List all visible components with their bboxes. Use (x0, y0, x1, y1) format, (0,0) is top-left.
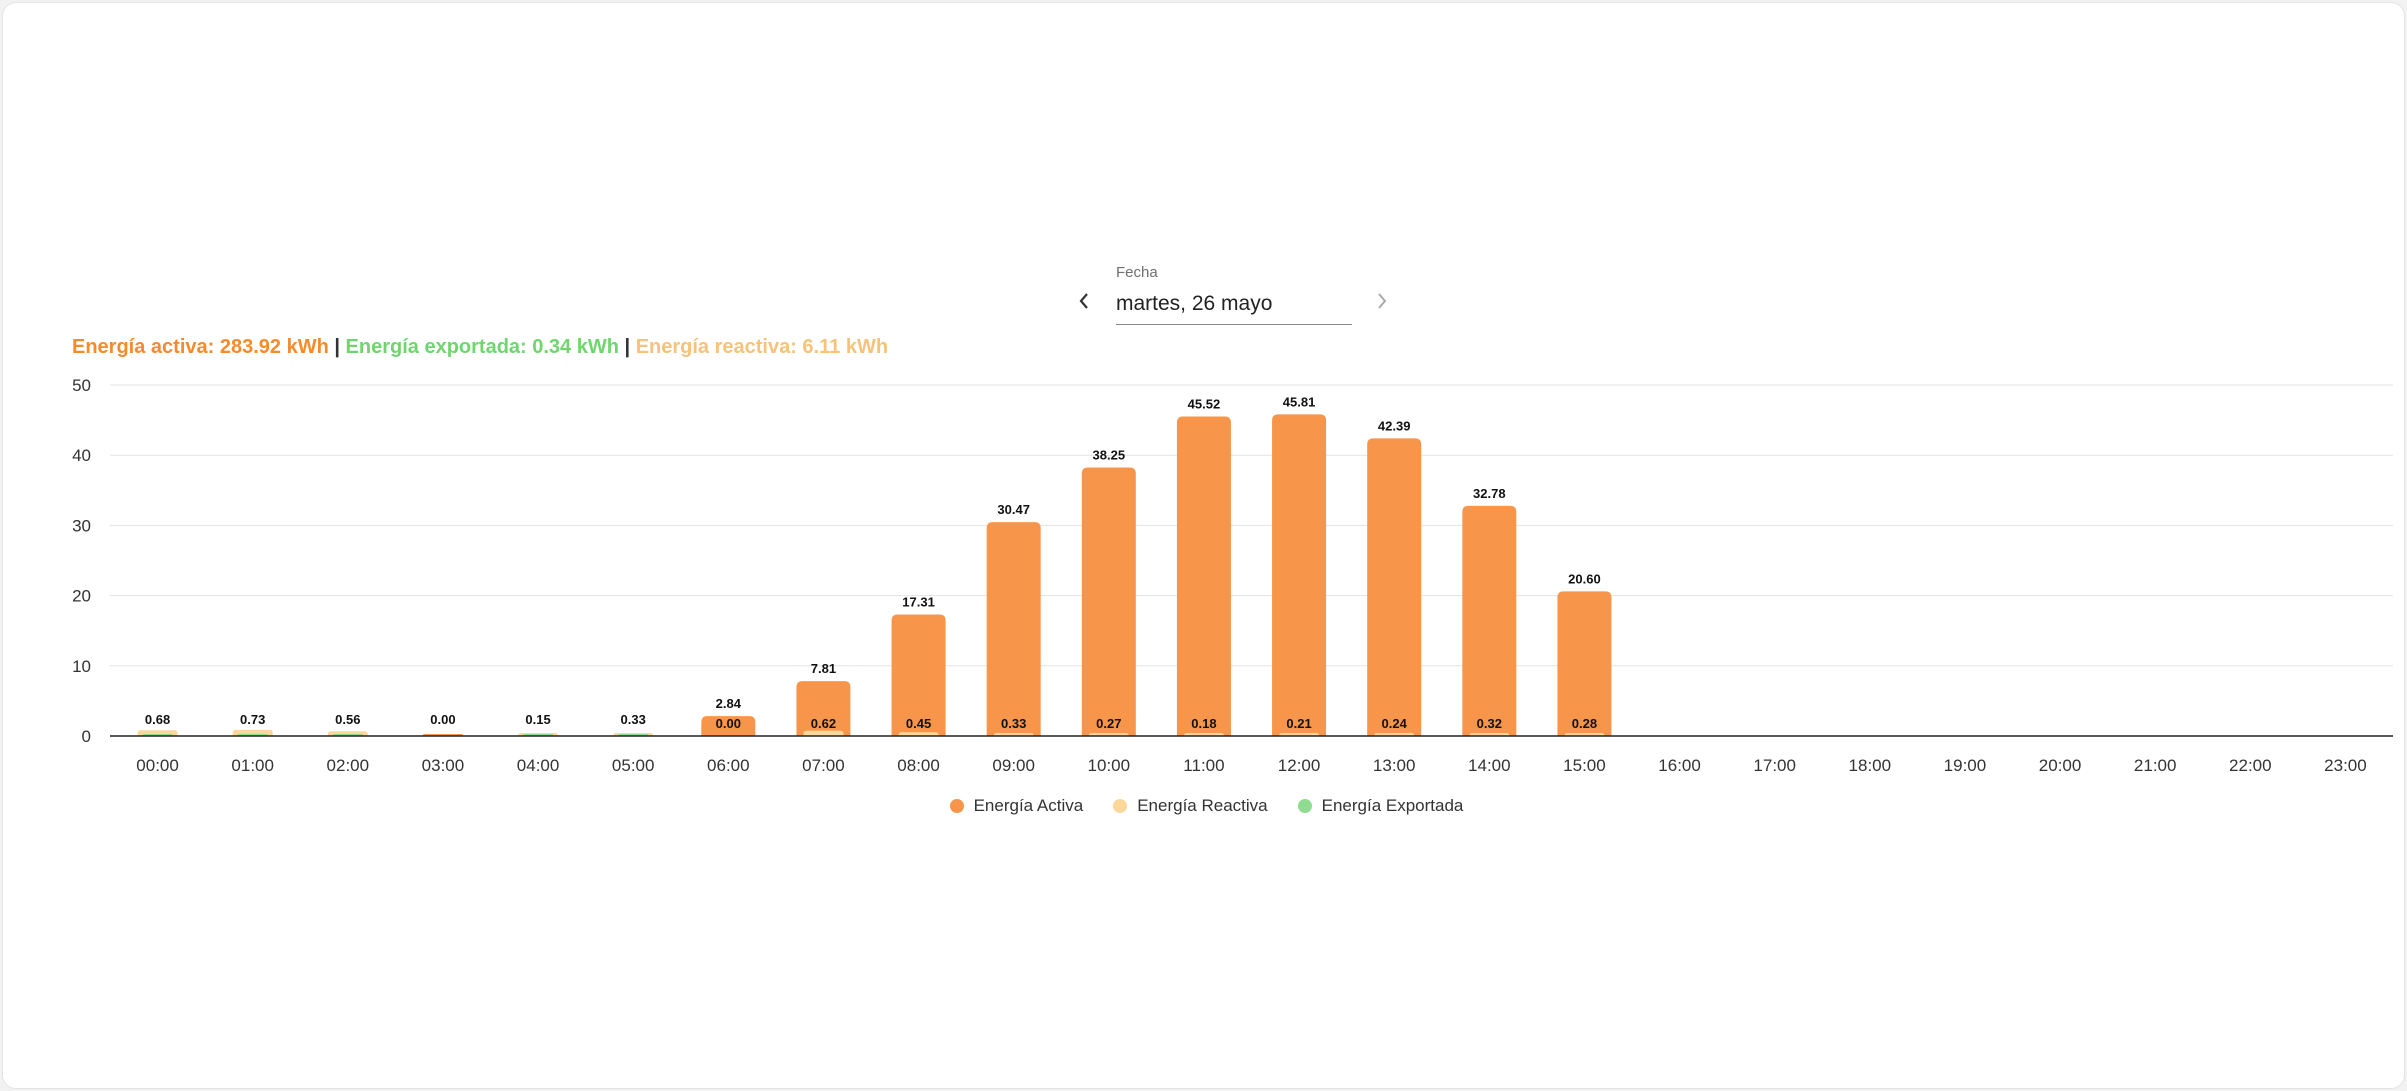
x-tick-label: 13:00 (1373, 756, 1416, 775)
x-tick-label: 22:00 (2229, 756, 2272, 775)
summary-active-energy: Energía activa: 283.92 kWh (72, 336, 329, 358)
y-tick-label: 40 (72, 446, 91, 465)
chevron-right-icon (1378, 293, 1387, 309)
data-label-inner: 0.18 (1191, 716, 1216, 731)
data-label: 45.81 (1283, 394, 1316, 409)
x-tick-label: 01:00 (231, 756, 274, 775)
bar-energia-activa[interactable] (796, 681, 851, 736)
data-label-inner: 0.21 (1286, 716, 1311, 731)
bar-energia-activa[interactable] (1367, 438, 1422, 736)
legend-item-exported[interactable]: Energía Exportada (1297, 796, 1464, 816)
x-tick-label: 18:00 (1849, 756, 1892, 775)
x-tick-label: 04:00 (517, 756, 560, 775)
x-tick-label: 15:00 (1563, 756, 1606, 775)
chevron-left-icon (1079, 293, 1088, 309)
date-navigator: Fecha martes, 26 mayo (1069, 258, 1409, 330)
x-tick-label: 12:00 (1278, 756, 1321, 775)
data-label: 7.81 (811, 661, 836, 676)
data-label: 17.31 (902, 594, 935, 609)
x-tick-label: 06:00 (707, 756, 750, 775)
x-tick-label: 16:00 (1658, 756, 1701, 775)
data-label-inner: 0.28 (1572, 716, 1597, 731)
data-label: 38.25 (1093, 447, 1126, 462)
summary-separator: | (624, 336, 631, 358)
x-tick-label: 20:00 (2039, 756, 2082, 775)
x-tick-label: 03:00 (422, 756, 465, 775)
y-tick-label: 50 (72, 376, 91, 395)
bar-energia-activa[interactable] (1272, 414, 1327, 736)
y-tick-label: 0 (82, 727, 91, 746)
x-tick-label: 10:00 (1088, 756, 1131, 775)
legend-label-exported: Energía Exportada (1321, 796, 1464, 815)
data-label-inner: 0.33 (1001, 716, 1026, 731)
next-day-button[interactable] (1367, 286, 1397, 316)
data-label-inner: 0.27 (1096, 716, 1121, 731)
energy-summary: Energía activa: 283.92 kWh | Energía exp… (72, 336, 888, 359)
data-label: 20.60 (1568, 571, 1601, 586)
data-label: 0.68 (145, 712, 170, 727)
data-label-inner: 0.62 (811, 716, 836, 731)
x-tick-label: 14:00 (1468, 756, 1511, 775)
y-tick-label: 30 (72, 516, 91, 535)
x-tick-label: 05:00 (612, 756, 655, 775)
bar-energia-activa[interactable] (1081, 467, 1136, 736)
y-tick-label: 10 (72, 657, 91, 676)
summary-reactive-energy: Energía reactiva: 6.11 kWh (635, 336, 889, 358)
data-label: 42.39 (1378, 418, 1411, 433)
legend-item-active[interactable]: Energía Activa (949, 796, 1084, 816)
bar-energia-activa[interactable] (1557, 591, 1612, 736)
date-value[interactable]: martes, 26 mayo (1116, 292, 1273, 315)
data-label-inner: 0.32 (1477, 716, 1502, 731)
x-tick-label: 19:00 (1944, 756, 1987, 775)
prev-day-button[interactable] (1069, 286, 1099, 316)
legend-label-reactive: Energía Reactiva (1137, 796, 1268, 815)
summary-exported-energy: Energía exportada: 0.34 kWh (345, 336, 619, 358)
bar-energia-activa[interactable] (891, 614, 946, 736)
bar-chart: 0 10 20 30 40 50 0.68 00:00 0.73 01:00 0.56 02:00 0.… (72, 376, 2393, 775)
legend-item-reactive[interactable]: Energía Reactiva (1113, 796, 1268, 816)
data-label: 0.00 (430, 712, 455, 727)
bar-energia-activa[interactable] (1462, 505, 1517, 736)
bar-energia-reactiva[interactable] (898, 732, 939, 736)
data-label: 0.73 (240, 712, 265, 727)
bar-energia-activa[interactable] (1176, 416, 1231, 736)
x-tick-label: 00:00 (136, 756, 179, 775)
date-field[interactable]: Fecha martes, 26 mayo (1116, 264, 1352, 325)
x-tick-label: 02:00 (327, 756, 370, 775)
data-label: 32.78 (1473, 486, 1506, 501)
x-tick-label: 23:00 (2324, 756, 2367, 775)
data-label: 0.56 (335, 712, 360, 727)
x-tick-label: 11:00 (1183, 756, 1224, 775)
data-label: 0.33 (621, 712, 646, 727)
data-label: 30.47 (997, 502, 1030, 517)
legend-swatch-reactive (1113, 799, 1128, 813)
x-tick-label: 09:00 (992, 756, 1035, 775)
data-label: 45.52 (1188, 396, 1221, 411)
x-tick-label: 08:00 (897, 756, 940, 775)
data-label-inner: 0.00 (716, 716, 741, 731)
x-tick-label: 17:00 (1753, 756, 1796, 775)
x-tick-label: 21:00 (2134, 756, 2177, 775)
legend-label-active: Energía Activa (973, 796, 1084, 815)
x-tick-label: 07:00 (802, 756, 845, 775)
data-label-inner: 0.45 (906, 716, 931, 731)
bar-energia-activa[interactable] (986, 522, 1041, 736)
bar-energia-reactiva[interactable] (803, 730, 844, 736)
legend-swatch-exported (1297, 799, 1312, 813)
data-label: 0.15 (525, 712, 550, 727)
legend-swatch-active (949, 799, 964, 813)
date-label: Fecha (1116, 264, 1158, 281)
summary-separator: | (334, 336, 340, 358)
y-tick-label: 20 (72, 587, 91, 606)
bar-energia-activa[interactable] (701, 716, 756, 736)
data-label: 2.84 (716, 696, 742, 711)
chart-legend: Energía Activa Energía Reactiva Energía … (3, 796, 2407, 816)
data-label-inner: 0.24 (1382, 716, 1408, 731)
